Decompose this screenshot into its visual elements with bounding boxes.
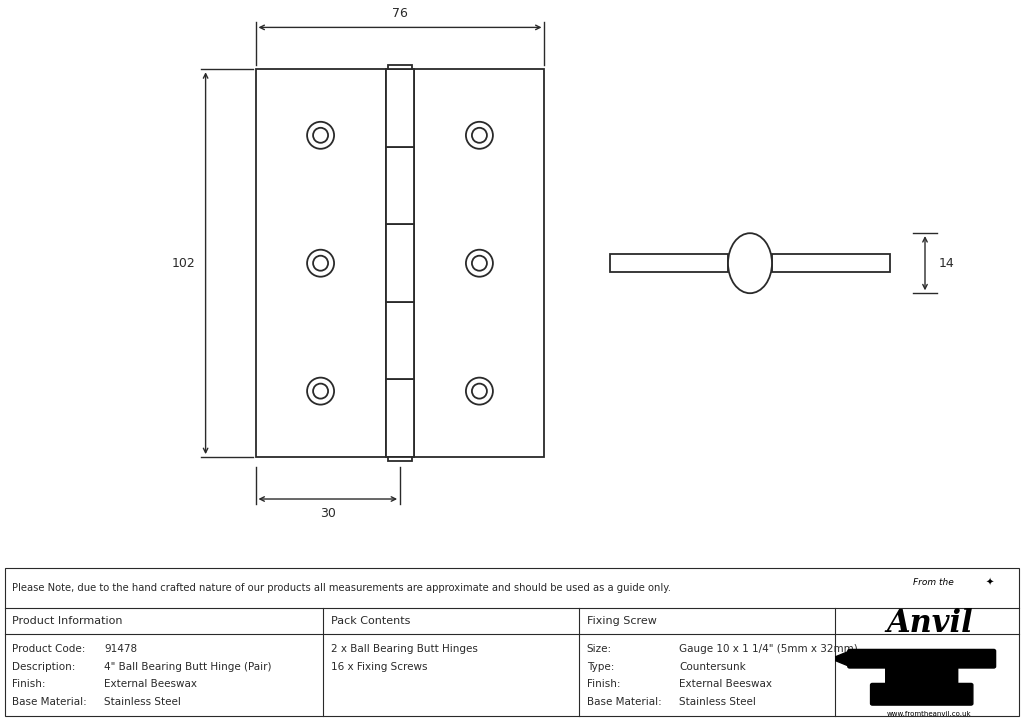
Text: Base Material:: Base Material: <box>12 697 87 707</box>
Text: Type:: Type: <box>587 661 614 672</box>
Bar <box>386 70 415 457</box>
Bar <box>388 457 413 461</box>
Text: 14: 14 <box>939 257 954 270</box>
Text: Product Information: Product Information <box>12 616 123 626</box>
FancyBboxPatch shape <box>886 661 957 690</box>
Bar <box>388 65 413 70</box>
Circle shape <box>472 256 487 271</box>
Circle shape <box>313 256 328 271</box>
Circle shape <box>307 377 334 405</box>
Text: External Beeswax: External Beeswax <box>104 679 198 690</box>
Bar <box>610 255 728 273</box>
Text: 4" Ball Bearing Butt Hinge (Pair): 4" Ball Bearing Butt Hinge (Pair) <box>104 661 272 672</box>
Text: 91478: 91478 <box>104 644 137 654</box>
Text: Size:: Size: <box>587 644 612 654</box>
Bar <box>386 302 415 380</box>
Circle shape <box>307 122 334 149</box>
Text: Product Code:: Product Code: <box>12 644 86 654</box>
Text: 16 x Fixing Screws: 16 x Fixing Screws <box>331 661 427 672</box>
Bar <box>386 380 415 457</box>
Text: Pack Contents: Pack Contents <box>331 616 411 626</box>
Polygon shape <box>830 651 850 667</box>
FancyBboxPatch shape <box>870 684 973 705</box>
Text: Gauge 10 x 1 1/4" (5mm x 32mm): Gauge 10 x 1 1/4" (5mm x 32mm) <box>679 644 858 654</box>
Text: Description:: Description: <box>12 661 76 672</box>
Bar <box>386 147 415 224</box>
Circle shape <box>466 122 493 149</box>
Bar <box>386 70 415 147</box>
Bar <box>256 70 386 457</box>
Bar <box>415 70 545 457</box>
Text: Please Note, due to the hand crafted nature of our products all measurements are: Please Note, due to the hand crafted nat… <box>12 582 672 592</box>
Bar <box>386 224 415 302</box>
Text: Stainless Steel: Stainless Steel <box>679 697 756 707</box>
Circle shape <box>307 249 334 277</box>
Circle shape <box>472 128 487 143</box>
Text: Anvil: Anvil <box>886 608 973 638</box>
Bar <box>256 70 545 457</box>
Bar <box>772 255 890 273</box>
Text: 76: 76 <box>392 7 408 20</box>
Text: ✦: ✦ <box>986 578 994 588</box>
Text: 102: 102 <box>172 257 196 270</box>
Circle shape <box>313 384 328 398</box>
Text: Finish:: Finish: <box>12 679 46 690</box>
Text: 2 x Ball Bearing Butt Hinges: 2 x Ball Bearing Butt Hinges <box>331 644 477 654</box>
FancyBboxPatch shape <box>848 649 995 668</box>
Circle shape <box>472 384 487 398</box>
Text: External Beeswax: External Beeswax <box>679 679 772 690</box>
Ellipse shape <box>728 233 772 293</box>
Text: From the: From the <box>912 579 953 587</box>
Text: Base Material:: Base Material: <box>587 697 662 707</box>
Text: Stainless Steel: Stainless Steel <box>104 697 181 707</box>
Text: 30: 30 <box>319 507 336 520</box>
Text: Countersunk: Countersunk <box>679 661 745 672</box>
Text: www.fromtheanvil.co.uk: www.fromtheanvil.co.uk <box>887 711 972 718</box>
Text: Finish:: Finish: <box>587 679 621 690</box>
Circle shape <box>466 377 493 405</box>
Circle shape <box>466 249 493 277</box>
Text: Fixing Screw: Fixing Screw <box>587 616 656 626</box>
Circle shape <box>313 128 328 143</box>
